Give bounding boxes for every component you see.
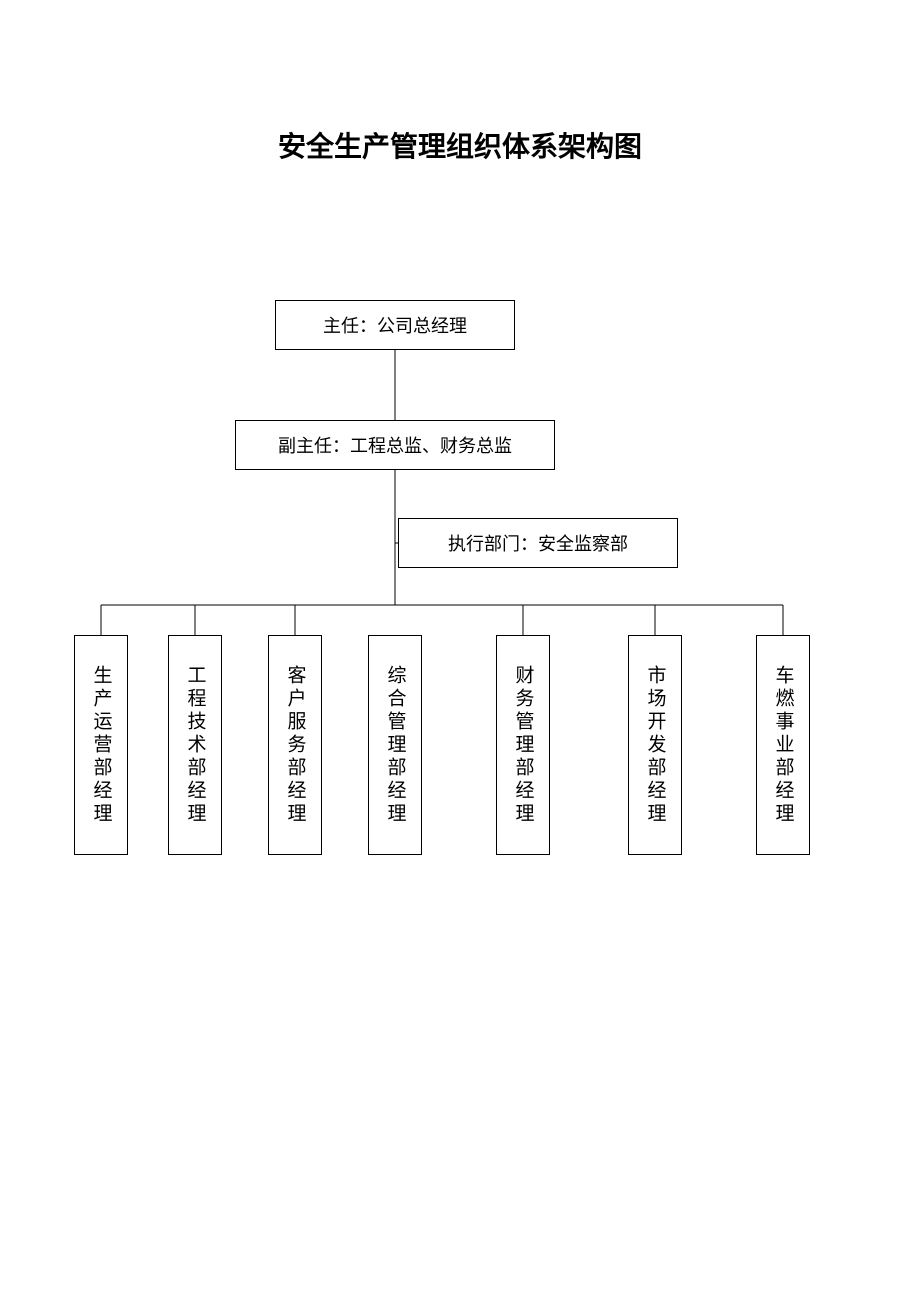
- leaf-node-2: 客户服务部经理: [268, 635, 322, 855]
- leaf-node-1: 工程技术部经理: [168, 635, 222, 855]
- leaf-node-0: 生产运营部经理: [74, 635, 128, 855]
- node-deputy-director: 副主任：工程总监、财务总监: [235, 420, 555, 470]
- chart-title: 安全生产管理组织体系架构图: [0, 125, 920, 165]
- node-executive-dept: 执行部门：安全监察部: [398, 518, 678, 568]
- leaf-node-3: 综合管理部经理: [368, 635, 422, 855]
- node-director: 主任：公司总经理: [275, 300, 515, 350]
- leaf-node-4: 财务管理部经理: [496, 635, 550, 855]
- leaf-node-6: 车燃事业部经理: [756, 635, 810, 855]
- leaf-node-5: 市场开发部经理: [628, 635, 682, 855]
